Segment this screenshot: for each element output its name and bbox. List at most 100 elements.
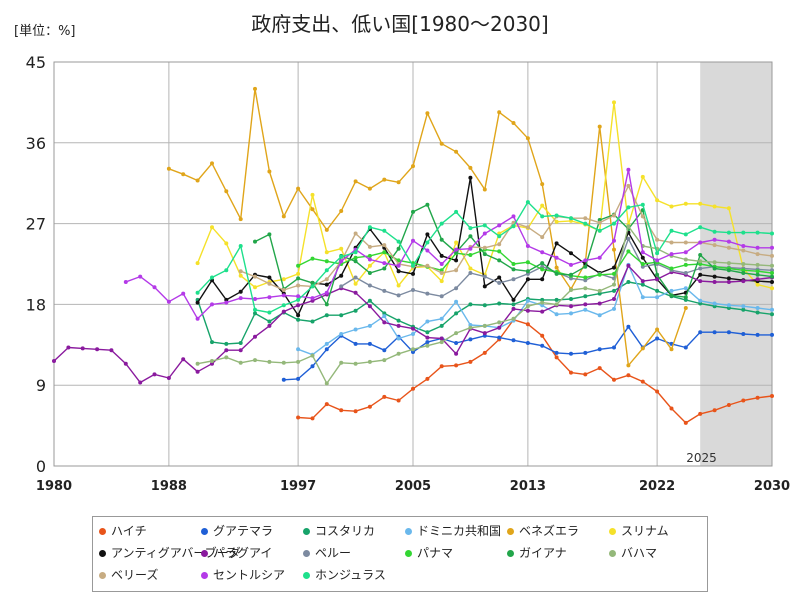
data-point-9-0 xyxy=(296,263,301,268)
data-point-0-4 xyxy=(353,409,358,414)
legend-item-13: セントルシア xyxy=(201,566,285,583)
data-point-11-18 xyxy=(454,331,459,336)
data-point-3-4 xyxy=(353,327,358,332)
data-point-10-29 xyxy=(669,293,674,298)
data-point-7-5 xyxy=(123,361,128,366)
data-point-11-29 xyxy=(612,282,616,287)
data-point-3-32 xyxy=(755,306,760,310)
data-point-10-28 xyxy=(655,272,660,277)
data-point-13-0 xyxy=(123,280,128,284)
data-point-5-3 xyxy=(238,273,243,278)
data-point-13-2 xyxy=(152,285,157,290)
data-point-2-18 xyxy=(454,311,459,316)
data-point-13-36 xyxy=(640,250,645,255)
data-point-4-18 xyxy=(425,111,430,116)
data-point-7-4 xyxy=(109,348,114,353)
data-point-11-13 xyxy=(382,358,387,363)
data-point-1-21 xyxy=(583,350,588,355)
data-point-6-20 xyxy=(482,284,487,289)
legend-swatch xyxy=(609,550,616,557)
data-point-9-27 xyxy=(683,262,688,267)
legend-swatch xyxy=(201,572,208,579)
data-point-7-22 xyxy=(367,304,372,309)
data-point-6-0 xyxy=(195,300,200,305)
data-point-13-14 xyxy=(324,290,329,295)
data-point-13-4 xyxy=(181,291,186,296)
y-tick-label: 18 xyxy=(26,295,46,314)
data-point-5-10 xyxy=(339,246,344,251)
data-point-10-8 xyxy=(367,271,372,275)
data-point-11-23 xyxy=(525,304,530,309)
legend-item-11: バハマ xyxy=(609,544,657,561)
data-point-2-21 xyxy=(497,301,502,306)
data-point-11-22 xyxy=(511,316,516,321)
data-point-0-31 xyxy=(741,398,746,403)
data-point-14-30 xyxy=(626,205,631,210)
data-point-7-49 xyxy=(755,277,760,282)
data-point-11-34 xyxy=(683,257,688,262)
data-point-1-3 xyxy=(324,347,329,352)
data-point-13-19 xyxy=(396,263,401,268)
data-point-11-40 xyxy=(770,263,774,268)
data-point-9-21 xyxy=(597,272,602,277)
data-point-7-0 xyxy=(52,359,56,363)
data-point-0-29 xyxy=(712,408,717,413)
data-point-11-7 xyxy=(296,359,301,364)
data-point-0-20 xyxy=(583,372,588,377)
data-point-10-12 xyxy=(425,202,430,207)
legend-item-7: パラグアイ xyxy=(201,544,272,561)
data-point-2-25 xyxy=(554,297,559,302)
data-point-14-21 xyxy=(497,234,502,239)
data-point-11-8 xyxy=(310,353,315,358)
data-point-5-0 xyxy=(195,261,200,266)
legend-swatch xyxy=(507,528,514,535)
data-point-9-26 xyxy=(669,266,674,271)
data-point-3-5 xyxy=(367,323,372,328)
data-point-0-32 xyxy=(755,395,760,400)
data-point-2-26 xyxy=(569,297,573,301)
data-point-14-18 xyxy=(454,209,459,214)
data-point-13-5 xyxy=(195,316,200,321)
data-point-10-18 xyxy=(511,267,516,272)
legend-item-5: スリナム xyxy=(609,522,669,539)
data-point-7-25 xyxy=(411,326,415,331)
data-point-14-9 xyxy=(324,268,329,273)
data-point-14-28 xyxy=(597,228,602,233)
data-point-8-11 xyxy=(497,280,502,285)
data-point-5-7 xyxy=(296,271,301,276)
data-point-2-14 xyxy=(396,318,401,323)
data-point-9-22 xyxy=(612,271,616,276)
data-point-8-24 xyxy=(683,271,688,275)
x-tick-label: 1997 xyxy=(280,479,316,494)
legend-label: ガイアナ xyxy=(519,546,567,560)
data-point-14-10 xyxy=(339,254,344,259)
data-point-7-16 xyxy=(281,309,286,314)
data-point-14-22 xyxy=(511,224,516,229)
data-point-2-27 xyxy=(583,294,588,299)
data-point-1-2 xyxy=(310,364,315,369)
data-point-11-10 xyxy=(339,360,344,365)
data-point-7-26 xyxy=(425,335,430,340)
data-point-6-36 xyxy=(712,274,717,279)
data-point-10-1 xyxy=(267,232,272,237)
data-point-14-23 xyxy=(525,200,530,205)
data-point-5-1 xyxy=(210,225,214,230)
data-point-4-19 xyxy=(439,141,444,146)
data-point-1-31 xyxy=(726,330,731,335)
data-point-12-21 xyxy=(540,235,545,240)
data-point-12-15 xyxy=(454,268,459,273)
data-point-8-20 xyxy=(626,236,631,241)
data-point-5-2 xyxy=(224,241,229,246)
data-point-9-6 xyxy=(382,250,387,255)
data-point-7-14 xyxy=(253,334,257,339)
data-point-8-0 xyxy=(339,284,344,289)
data-point-12-3 xyxy=(281,288,286,292)
data-point-13-38 xyxy=(669,252,674,257)
legend-swatch xyxy=(609,528,616,535)
data-point-6-23 xyxy=(525,277,530,282)
data-point-14-15 xyxy=(411,263,415,268)
data-point-12-37 xyxy=(770,253,774,258)
data-point-7-40 xyxy=(626,263,631,268)
data-point-3-29 xyxy=(712,301,717,306)
data-point-11-6 xyxy=(281,360,286,365)
